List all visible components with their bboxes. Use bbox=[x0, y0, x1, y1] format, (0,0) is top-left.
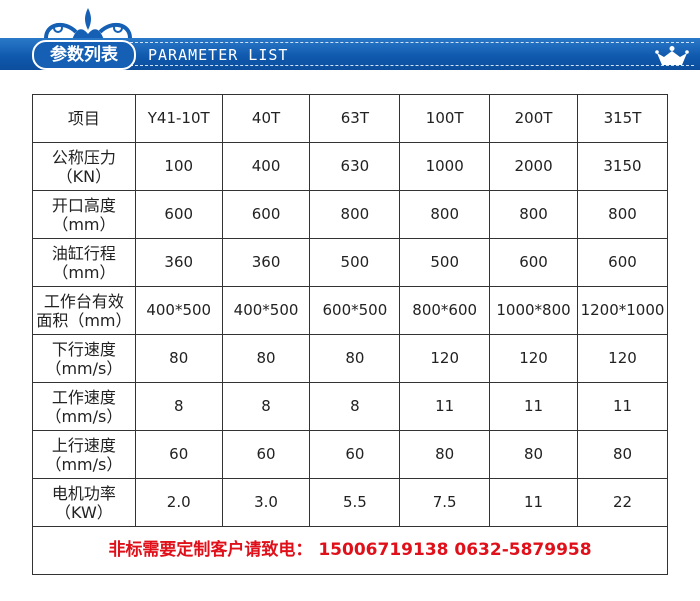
table-cell: 5.5 bbox=[309, 478, 401, 527]
row-label-name: 电机功率 bbox=[51, 483, 116, 503]
column-header: 100T bbox=[399, 94, 491, 143]
column-header: 项目 bbox=[32, 94, 136, 143]
table-cell: 600 bbox=[221, 190, 311, 239]
table-row: 公称压力 （KN） 100 400 630 1000 2000 3150 bbox=[32, 142, 669, 191]
table-cell: 3.0 bbox=[221, 478, 311, 527]
row-label-name: 上行速度 bbox=[51, 435, 116, 455]
table-cell: 7.5 bbox=[399, 478, 491, 527]
row-label-name: 下行速度 bbox=[51, 339, 116, 359]
column-header: 40T bbox=[221, 94, 311, 143]
title-badge: 参数列表 bbox=[32, 40, 136, 70]
crown-icon bbox=[655, 46, 689, 65]
table-cell: 800 bbox=[576, 190, 669, 239]
row-label-unit: （mm） bbox=[52, 262, 116, 282]
table-cell: 1200*1000 bbox=[576, 286, 669, 335]
row-label-name: 油缸行程 bbox=[51, 243, 116, 263]
table-cell: 120 bbox=[489, 334, 578, 383]
table-row: 工作速度 （mm/s） 8 8 8 11 11 11 bbox=[32, 382, 669, 431]
table-cell: 100 bbox=[134, 142, 223, 191]
table-cell: 80 bbox=[576, 430, 669, 479]
title-en: PARAMETER LIST bbox=[148, 46, 289, 64]
table-cell: 800*600 bbox=[399, 286, 491, 335]
row-label-unit: 面积（mm） bbox=[36, 310, 132, 330]
row-label-unit: （mm/s） bbox=[45, 406, 123, 426]
column-header: Y41-10T bbox=[134, 94, 223, 143]
table-cell: 80 bbox=[221, 334, 311, 383]
footer-row: 非标需要定制客户请致电： 15006719138 0632-5879958 bbox=[32, 526, 668, 575]
table-cell: 11 bbox=[489, 478, 578, 527]
table-cell: 8 bbox=[221, 382, 311, 431]
row-label-unit: （mm/s） bbox=[45, 358, 123, 378]
table-cell: 400 bbox=[221, 142, 311, 191]
table-cell: 80 bbox=[489, 430, 578, 479]
table-cell: 60 bbox=[221, 430, 311, 479]
table-cell: 8 bbox=[309, 382, 401, 431]
table-row: 开口高度 （mm） 600 600 800 800 800 800 bbox=[32, 190, 669, 239]
row-label: 开口高度 （mm） bbox=[32, 190, 136, 239]
table-cell: 800 bbox=[399, 190, 491, 239]
table-cell: 3150 bbox=[576, 142, 669, 191]
table-cell: 11 bbox=[489, 382, 578, 431]
table-cell: 22 bbox=[576, 478, 669, 527]
row-label-unit: （mm） bbox=[52, 214, 116, 234]
row-label: 公称压力 （KN） bbox=[32, 142, 136, 191]
ornament-icon bbox=[44, 8, 132, 40]
table-cell: 60 bbox=[134, 430, 223, 479]
table-cell: 11 bbox=[576, 382, 669, 431]
table-cell: 120 bbox=[399, 334, 491, 383]
table-cell: 360 bbox=[134, 238, 223, 287]
row-label-name: 工作台有效 bbox=[43, 291, 124, 311]
table-cell: 600*500 bbox=[309, 286, 401, 335]
row-label: 下行速度 （mm/s） bbox=[32, 334, 136, 383]
table-cell: 80 bbox=[309, 334, 401, 383]
table-cell: 1000*800 bbox=[489, 286, 578, 335]
table-cell: 8 bbox=[134, 382, 223, 431]
table-cell: 600 bbox=[134, 190, 223, 239]
table-cell: 60 bbox=[309, 430, 401, 479]
table-header-row: 项目 Y41-10T 40T 63T 100T 200T 315T bbox=[32, 94, 669, 143]
table-row: 油缸行程 （mm） 360 360 500 500 600 600 bbox=[32, 238, 669, 287]
column-header: 200T bbox=[489, 94, 578, 143]
table-row: 电机功率 （KW） 2.0 3.0 5.5 7.5 11 22 bbox=[32, 478, 669, 527]
table-cell: 2000 bbox=[489, 142, 578, 191]
row-label: 电机功率 （KW） bbox=[32, 478, 136, 527]
table-cell: 600 bbox=[489, 238, 578, 287]
table-cell: 400*500 bbox=[134, 286, 223, 335]
table-cell: 80 bbox=[399, 430, 491, 479]
parameter-table: 项目 Y41-10T 40T 63T 100T 200T 315T 公称压力 （KN） 100 40… bbox=[32, 94, 669, 575]
row-label: 工作台有效 面积（mm） bbox=[32, 286, 136, 335]
row-label-unit: （mm/s） bbox=[45, 454, 123, 474]
table-cell: 360 bbox=[221, 238, 311, 287]
table-cell: 500 bbox=[309, 238, 401, 287]
row-label: 上行速度 （mm/s） bbox=[32, 430, 136, 479]
table-cell: 11 bbox=[399, 382, 491, 431]
column-header: 63T bbox=[309, 94, 401, 143]
table-row: 上行速度 （mm/s） 60 60 60 80 80 80 bbox=[32, 430, 669, 479]
table-cell: 800 bbox=[309, 190, 401, 239]
row-label-name: 开口高度 bbox=[51, 195, 116, 215]
row-label-unit: （KN） bbox=[56, 166, 112, 186]
table-row: 下行速度 （mm/s） 80 80 80 120 120 120 bbox=[32, 334, 669, 383]
row-label-unit: （KW） bbox=[55, 502, 113, 522]
table-cell: 600 bbox=[576, 238, 669, 287]
table-cell: 120 bbox=[576, 334, 669, 383]
table-row: 工作台有效 面积（mm） 400*500 400*500 600*500 800*600 1… bbox=[32, 286, 669, 335]
contact-info: 非标需要定制客户请致电： 15006719138 0632-5879958 bbox=[32, 526, 668, 575]
table-cell: 80 bbox=[134, 334, 223, 383]
row-label: 工作速度 （mm/s） bbox=[32, 382, 136, 431]
table-cell: 500 bbox=[399, 238, 491, 287]
table-cell: 630 bbox=[309, 142, 401, 191]
row-label-name: 公称压力 bbox=[51, 147, 116, 167]
table-cell: 800 bbox=[489, 190, 578, 239]
table-cell: 400*500 bbox=[221, 286, 311, 335]
row-label-name: 工作速度 bbox=[51, 387, 116, 407]
column-header: 315T bbox=[576, 94, 669, 143]
row-label: 油缸行程 （mm） bbox=[32, 238, 136, 287]
table-cell: 1000 bbox=[399, 142, 491, 191]
table-cell: 2.0 bbox=[134, 478, 223, 527]
